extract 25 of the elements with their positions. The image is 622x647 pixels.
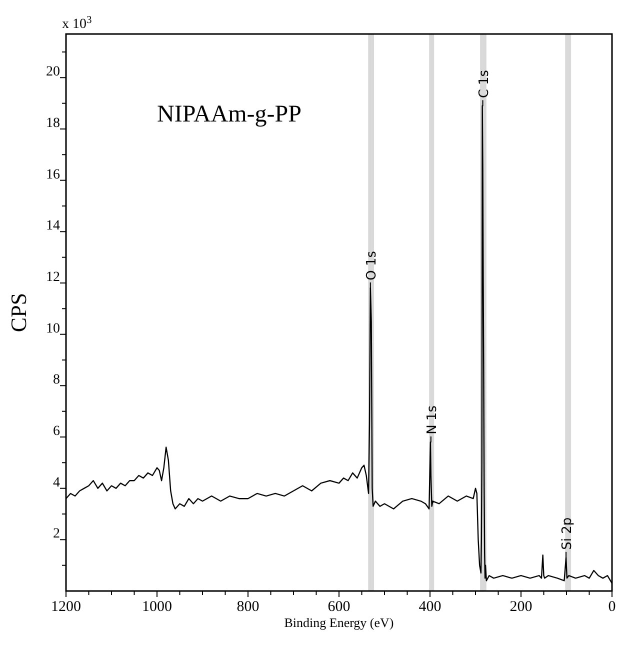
x-tick-label: 800 bbox=[236, 599, 260, 615]
annotation: C 1s bbox=[476, 70, 492, 98]
annotation: Si 2p bbox=[560, 517, 576, 550]
x-axis-title: Binding Energy (eV) bbox=[284, 615, 394, 630]
x-tick-label: 400 bbox=[418, 599, 442, 615]
y-tick-label: 8 bbox=[53, 372, 60, 388]
annotation: N 1s bbox=[424, 405, 440, 434]
y-tick-label: 6 bbox=[53, 424, 60, 439]
y-tick-label: 12 bbox=[46, 270, 60, 285]
text: x 10$^{3}$ bbox=[62, 14, 92, 32]
y-tick-label: 18 bbox=[46, 116, 60, 131]
x-tick-label: 600 bbox=[328, 599, 350, 615]
x-tick-label: 1200 bbox=[51, 599, 81, 615]
y-axis-title: CPS bbox=[6, 292, 31, 332]
y-tick-label: 10 bbox=[46, 321, 60, 336]
y-tick-label: 4 bbox=[53, 475, 60, 490]
y-tick-label: 16 bbox=[46, 167, 60, 182]
y-tick-label: 20 bbox=[46, 64, 60, 80]
x-tick-label: 1000 bbox=[142, 599, 172, 615]
x-tick-label: 200 bbox=[510, 599, 532, 615]
x-tick-label: 0 bbox=[608, 599, 616, 615]
text: NIPAAm-g-PP bbox=[157, 101, 302, 128]
y-tick-label: 2 bbox=[53, 526, 60, 542]
y-tick-label: 14 bbox=[46, 218, 60, 234]
annotation: O 1s bbox=[364, 250, 380, 280]
